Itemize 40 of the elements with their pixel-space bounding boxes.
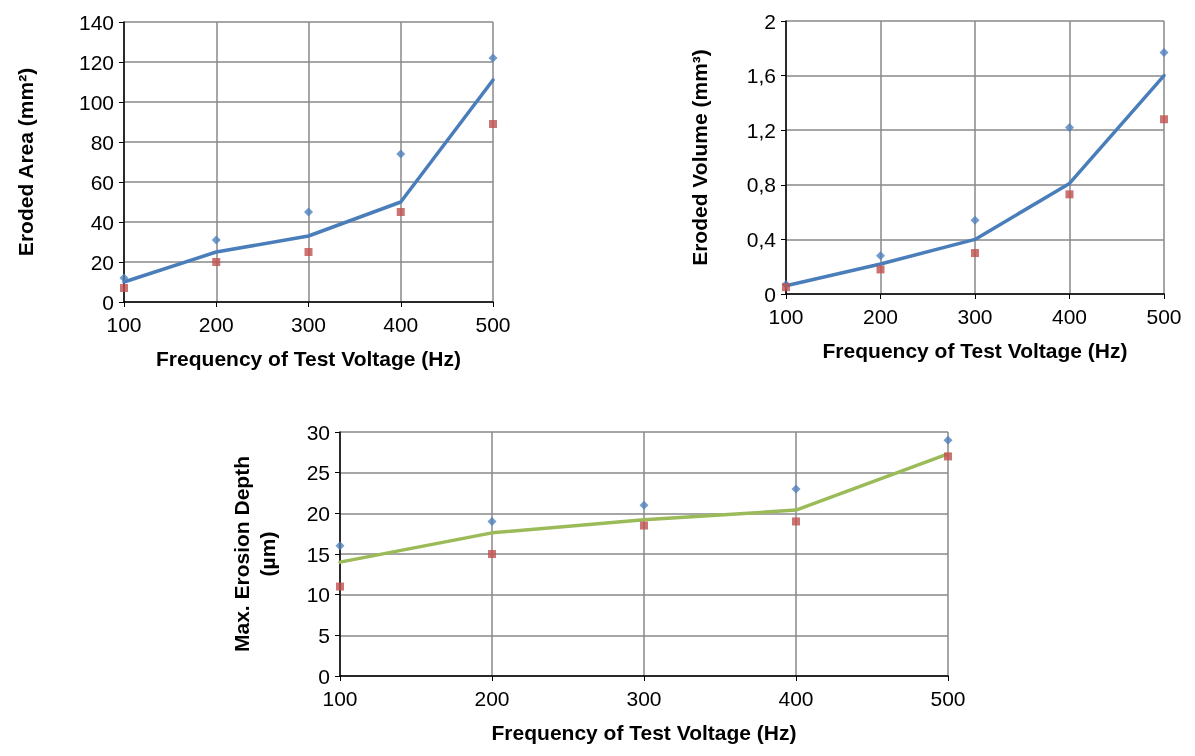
x-tick-label: 400 bbox=[383, 313, 419, 336]
y-tick-label: 2 bbox=[764, 9, 776, 33]
x-tick-label: 400 bbox=[1051, 305, 1088, 328]
x-axis-title: Frequency of Test Voltage (Hz) bbox=[156, 347, 461, 370]
x-tick-label: 500 bbox=[930, 687, 966, 710]
x-tick-label: 100 bbox=[106, 313, 142, 336]
x-tick-label: 300 bbox=[626, 687, 662, 710]
y-tick-label: 0 bbox=[764, 282, 776, 306]
x-tick-label: 400 bbox=[778, 687, 814, 710]
y-axis-title: Max. Erosion Depth (µm) bbox=[229, 455, 279, 653]
x-axis-title: Frequency of Test Voltage (Hz) bbox=[491, 721, 797, 744]
x-tick-label: 200 bbox=[862, 305, 899, 328]
y-tick-label: 60 bbox=[90, 170, 114, 194]
y-tick-label: 15 bbox=[306, 542, 330, 566]
y-tick-label: 40 bbox=[90, 210, 114, 234]
y-tick-label: 0 bbox=[318, 664, 330, 688]
x-tick-label: 300 bbox=[290, 313, 327, 336]
x-tick-label: 300 bbox=[957, 305, 993, 328]
y-tick-label: 30 bbox=[306, 420, 330, 444]
x-axis-title: Frequency of Test Voltage (Hz) bbox=[822, 339, 1128, 362]
x-tick-label: 200 bbox=[474, 687, 510, 710]
y-tick-label: 120 bbox=[78, 50, 114, 74]
y-tick-label: 25 bbox=[306, 461, 330, 485]
y-tick-label: 0 bbox=[102, 290, 114, 314]
y-tick-label: 0,8 bbox=[746, 173, 776, 197]
x-tick-label: 500 bbox=[475, 313, 511, 336]
y-axis-title: Eroded Area (mm²) bbox=[13, 67, 37, 257]
x-tick-label: 500 bbox=[1146, 305, 1182, 328]
y-tick-label: 10 bbox=[306, 583, 330, 607]
y-tick-label: 5 bbox=[318, 623, 330, 647]
y-axis-title: Eroded Volume (mm³) bbox=[687, 49, 711, 266]
y-tick-label: 140 bbox=[78, 10, 114, 34]
y-tick-label: 1,6 bbox=[746, 64, 776, 88]
y-tick-label: 20 bbox=[306, 501, 330, 525]
y-tick-label: 1,2 bbox=[746, 118, 776, 142]
x-tick-label: 200 bbox=[198, 313, 234, 336]
y-tick-label: 20 bbox=[90, 250, 114, 274]
y-tick-label: 0,4 bbox=[746, 227, 777, 251]
y-tick-label: 100 bbox=[78, 90, 114, 114]
y-tick-label: 80 bbox=[90, 130, 114, 154]
